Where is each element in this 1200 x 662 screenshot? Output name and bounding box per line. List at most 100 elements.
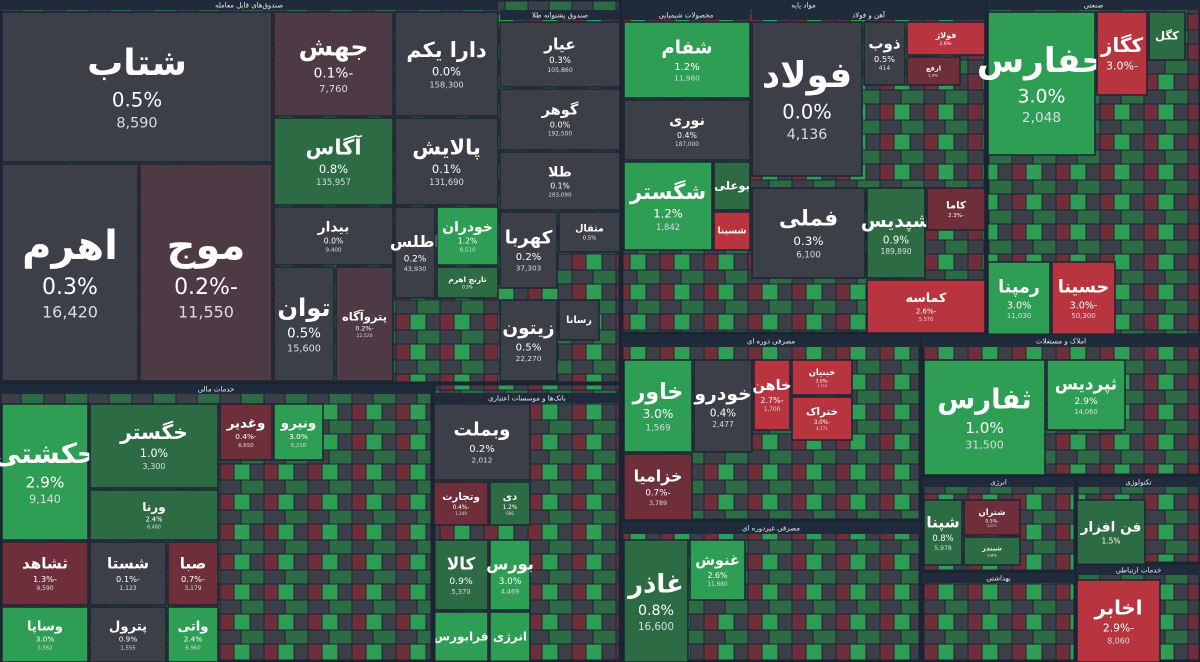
tile-price: 5,210 (291, 443, 307, 449)
tile-price: 6,100 (796, 250, 821, 260)
stock-tile[interactable] (273, 403, 324, 461)
tile-change: 0.0% (432, 65, 461, 79)
tile-name: تارنج اهرم (448, 275, 486, 284)
stock-tile[interactable] (499, 21, 621, 88)
stock-tile[interactable] (394, 206, 436, 299)
stock-tile[interactable] (791, 396, 853, 441)
tile-change: 1.2% (653, 207, 682, 221)
stock-tile[interactable] (1051, 261, 1116, 336)
stock-tile[interactable] (167, 541, 219, 606)
tile-name: رمپنا (998, 278, 1040, 298)
stock-tile[interactable] (499, 299, 558, 382)
tile-price: 135,957 (316, 177, 351, 187)
stock-tile[interactable] (89, 403, 219, 489)
tile-name: ورنا (142, 500, 165, 515)
stock-tile[interactable] (987, 261, 1051, 336)
stock-tile[interactable] (623, 453, 693, 521)
stock-tile[interactable] (499, 88, 621, 151)
tile-change: 0.9% (119, 635, 138, 644)
stock-tile[interactable] (273, 266, 335, 382)
stock-tile[interactable] (693, 359, 753, 453)
stock-tile[interactable] (926, 187, 986, 231)
stock-tile[interactable] (623, 21, 751, 99)
tile-name: وساپا (27, 619, 63, 634)
tile-change: 1.0% (965, 419, 1004, 437)
stock-tile[interactable] (623, 99, 751, 161)
tile-name: کگاز (1100, 33, 1143, 57)
tile-change: 2.4% (146, 516, 163, 524)
tile-name: خزامیا (634, 467, 683, 486)
stock-tile[interactable] (558, 299, 600, 341)
stock-tile[interactable] (1096, 11, 1148, 96)
tile-price: 6,960 (185, 645, 201, 651)
tile-change: -2.9% (1103, 622, 1134, 635)
stock-tile[interactable] (273, 11, 394, 117)
stock-tile[interactable] (987, 11, 1096, 156)
stock-tile[interactable] (923, 359, 1046, 476)
tile-price: 43,930 (404, 265, 427, 273)
stock-tile[interactable] (963, 536, 1021, 566)
stock-tile[interactable] (753, 359, 791, 431)
stock-tile[interactable] (433, 481, 489, 526)
stock-tile[interactable] (1, 11, 273, 163)
stock-tile[interactable] (1, 403, 89, 541)
tile-name: شپنا (926, 514, 959, 533)
stock-tile[interactable] (1, 163, 139, 382)
stock-tile[interactable] (489, 611, 531, 662)
stock-tile[interactable] (433, 539, 489, 611)
stock-tile[interactable] (335, 266, 394, 382)
stock-tile[interactable] (89, 489, 219, 541)
stock-tile[interactable] (499, 211, 558, 289)
stock-tile[interactable] (623, 161, 713, 251)
stock-tile[interactable] (89, 606, 167, 662)
stock-tile[interactable] (751, 187, 866, 279)
stock-tile[interactable] (623, 539, 689, 662)
stock-tile[interactable] (713, 161, 751, 211)
stock-tile[interactable] (489, 481, 531, 526)
stock-tile[interactable] (1148, 11, 1186, 61)
stock-tile[interactable] (89, 541, 167, 606)
tile-price: 5,978 (934, 545, 952, 552)
stock-tile[interactable] (219, 403, 273, 461)
stock-tile[interactable] (863, 21, 906, 86)
stock-tile[interactable] (906, 21, 986, 56)
stock-tile[interactable] (713, 211, 751, 251)
stock-tile[interactable] (433, 611, 489, 662)
stock-tile[interactable] (433, 403, 531, 481)
stock-tile[interactable] (751, 21, 863, 177)
stock-tile[interactable] (167, 606, 219, 662)
stock-tile[interactable] (558, 211, 621, 253)
stock-tile[interactable] (906, 56, 961, 86)
stock-tile[interactable] (923, 499, 963, 566)
stock-tile[interactable] (499, 151, 621, 211)
tile-name: کگل (1155, 29, 1179, 43)
stock-tile[interactable] (963, 499, 1021, 536)
stock-tile[interactable] (623, 359, 693, 453)
sector-header (434, 393, 620, 403)
stock-tile[interactable] (1, 606, 89, 662)
stock-tile[interactable] (139, 163, 273, 382)
stock-tile[interactable] (866, 187, 926, 279)
tile-price: 158,300 (429, 79, 463, 89)
tile-change: 0.2% (469, 444, 494, 455)
tile-price: 1,569 (645, 424, 670, 434)
stock-tile[interactable] (1, 541, 89, 606)
stock-tile[interactable] (436, 206, 499, 266)
tile-name: دارا یکم (406, 38, 486, 62)
tile-price: 9,140 (29, 493, 61, 506)
stock-tile[interactable] (394, 11, 499, 117)
stock-tile[interactable] (436, 266, 499, 299)
stock-tile[interactable] (866, 279, 986, 334)
stock-tile[interactable] (489, 539, 531, 611)
tile-name: فولاژ (935, 31, 957, 40)
stock-tile[interactable] (1076, 579, 1161, 662)
stock-tile[interactable] (394, 117, 499, 206)
stock-tile[interactable] (791, 359, 853, 396)
sector-header (922, 477, 1075, 487)
stock-tile[interactable] (273, 206, 394, 266)
stock-tile[interactable] (1046, 359, 1126, 431)
stock-tile[interactable] (689, 539, 746, 601)
stock-tile[interactable] (273, 117, 394, 206)
tile-name: ختراک (806, 406, 838, 418)
